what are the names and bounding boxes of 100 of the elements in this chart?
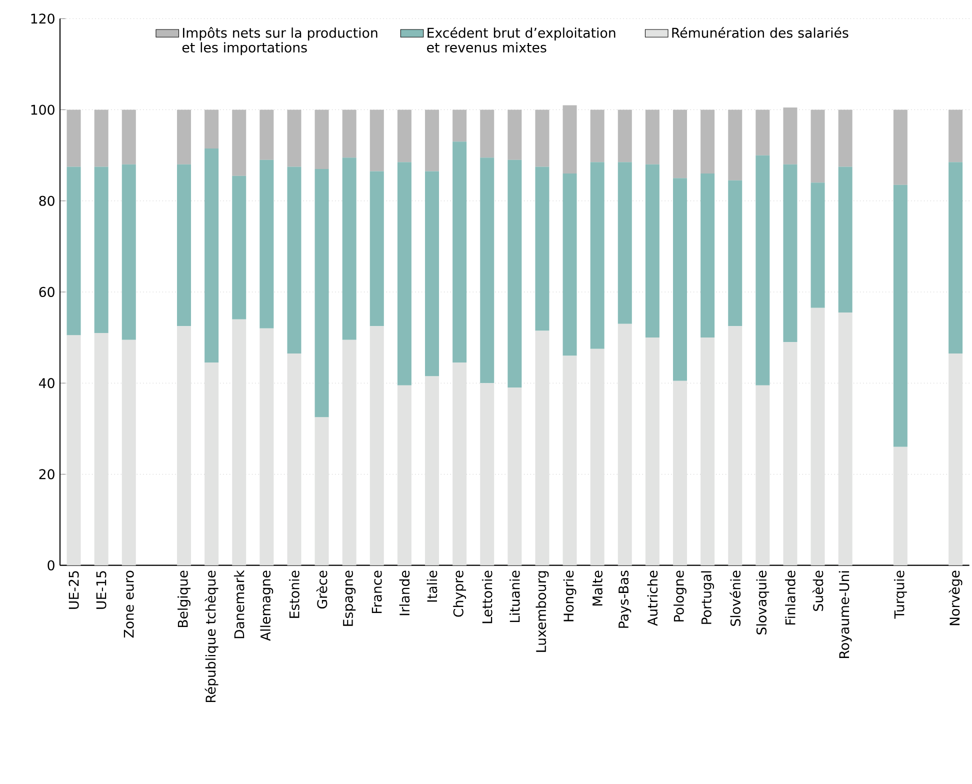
bar — [287, 166, 302, 354]
bar — [177, 326, 191, 566]
bar — [287, 110, 302, 167]
bar — [480, 383, 494, 566]
bar — [66, 110, 81, 167]
bar — [94, 166, 108, 333]
bar — [260, 160, 274, 328]
bar — [452, 142, 467, 363]
bar — [314, 110, 329, 169]
bar — [94, 332, 108, 566]
bar — [204, 362, 219, 566]
bar — [480, 158, 494, 384]
x-tick-label: Espagne — [343, 570, 356, 626]
bar — [728, 326, 742, 566]
x-tick-label: Lettonie — [482, 570, 492, 624]
x-tick-label: Suède — [812, 570, 824, 611]
x-tick-label: Royaume-Uni — [838, 571, 852, 658]
bar — [810, 110, 825, 183]
bar — [122, 340, 136, 566]
bar — [342, 110, 356, 158]
bar — [673, 178, 688, 381]
y-tick-label: 40 — [38, 378, 54, 388]
bar — [314, 168, 329, 418]
bar — [122, 110, 136, 164]
x-tick-label: Allemagne — [260, 570, 274, 641]
y-tick-label: 100 — [31, 104, 54, 115]
legend-label: Impôts nets sur la production et les importations — [182, 26, 378, 56]
bar — [232, 110, 246, 176]
bar — [260, 328, 274, 566]
bar — [893, 110, 908, 185]
x-tick-label: Portugal — [701, 571, 714, 624]
bar — [94, 110, 108, 167]
bar — [535, 166, 550, 331]
x-tick-label: Malte — [592, 570, 602, 606]
bar — [66, 335, 81, 566]
x-tick-label: Slovénie — [730, 570, 741, 626]
bar — [673, 380, 688, 566]
x-tick-label: Finlande — [785, 570, 796, 625]
x-tick-label: Chypre — [453, 570, 466, 617]
bar — [425, 171, 440, 376]
bar — [756, 110, 770, 156]
bar — [314, 417, 329, 566]
x-tick-label: Autriche — [647, 570, 658, 626]
bar — [756, 385, 770, 566]
bar — [948, 110, 963, 162]
bar — [838, 166, 852, 312]
bar — [508, 110, 522, 160]
bar — [370, 171, 384, 326]
x-tick-label: Estonie — [289, 570, 300, 618]
x-tick-label: UE-15 — [96, 571, 106, 609]
bar — [838, 110, 852, 167]
x-tick-label: Danemark — [234, 570, 244, 638]
bar — [480, 110, 494, 158]
bar — [838, 312, 852, 566]
bar — [645, 338, 660, 566]
x-tick-label: Irlande — [399, 570, 410, 616]
bar — [673, 110, 688, 178]
x-tick-label: Belgique — [178, 570, 190, 628]
x-tick-label: Slovaquie — [756, 570, 770, 634]
x-tick-label: France — [372, 570, 382, 614]
x-tick-label: UE-25 — [68, 571, 79, 609]
x-tick-label: Italie — [426, 570, 438, 602]
bar — [700, 338, 715, 566]
legend-label: Excédent brut d’exploitation et revenus mixtes — [427, 26, 616, 53]
bar — [893, 446, 908, 566]
bar — [342, 340, 356, 566]
bar — [232, 319, 246, 566]
bar — [535, 110, 550, 167]
bar — [783, 342, 798, 566]
bar — [508, 160, 522, 388]
bar — [700, 174, 715, 338]
x-tick-label: Lituanie — [510, 570, 520, 622]
x-tick-label: Norvège — [948, 570, 962, 626]
bar — [618, 162, 632, 324]
x-tick-label: Hongrie — [563, 570, 576, 622]
bar — [618, 110, 632, 162]
y-tick-label: 20 — [39, 469, 54, 480]
bar — [452, 362, 467, 566]
bar — [452, 110, 467, 142]
bar — [590, 348, 604, 566]
bar — [508, 388, 522, 566]
bar — [618, 324, 632, 566]
bar — [590, 162, 604, 349]
bar — [260, 110, 274, 160]
bar — [535, 330, 550, 566]
x-tick-label: Turquie — [894, 570, 907, 619]
bar — [204, 110, 219, 148]
bar — [397, 110, 412, 162]
y-tick-label: 120 — [31, 14, 54, 24]
bar — [370, 326, 384, 566]
bar — [425, 110, 440, 172]
x-tick-label: République tchèque — [204, 570, 218, 702]
bar — [700, 110, 715, 174]
bar — [783, 107, 798, 164]
x-tick-label: Zone euro — [124, 570, 134, 638]
bar — [397, 162, 412, 386]
bar — [177, 164, 191, 326]
x-tick-label: Pologne — [674, 570, 686, 622]
bar — [562, 356, 577, 566]
bar — [425, 376, 440, 566]
